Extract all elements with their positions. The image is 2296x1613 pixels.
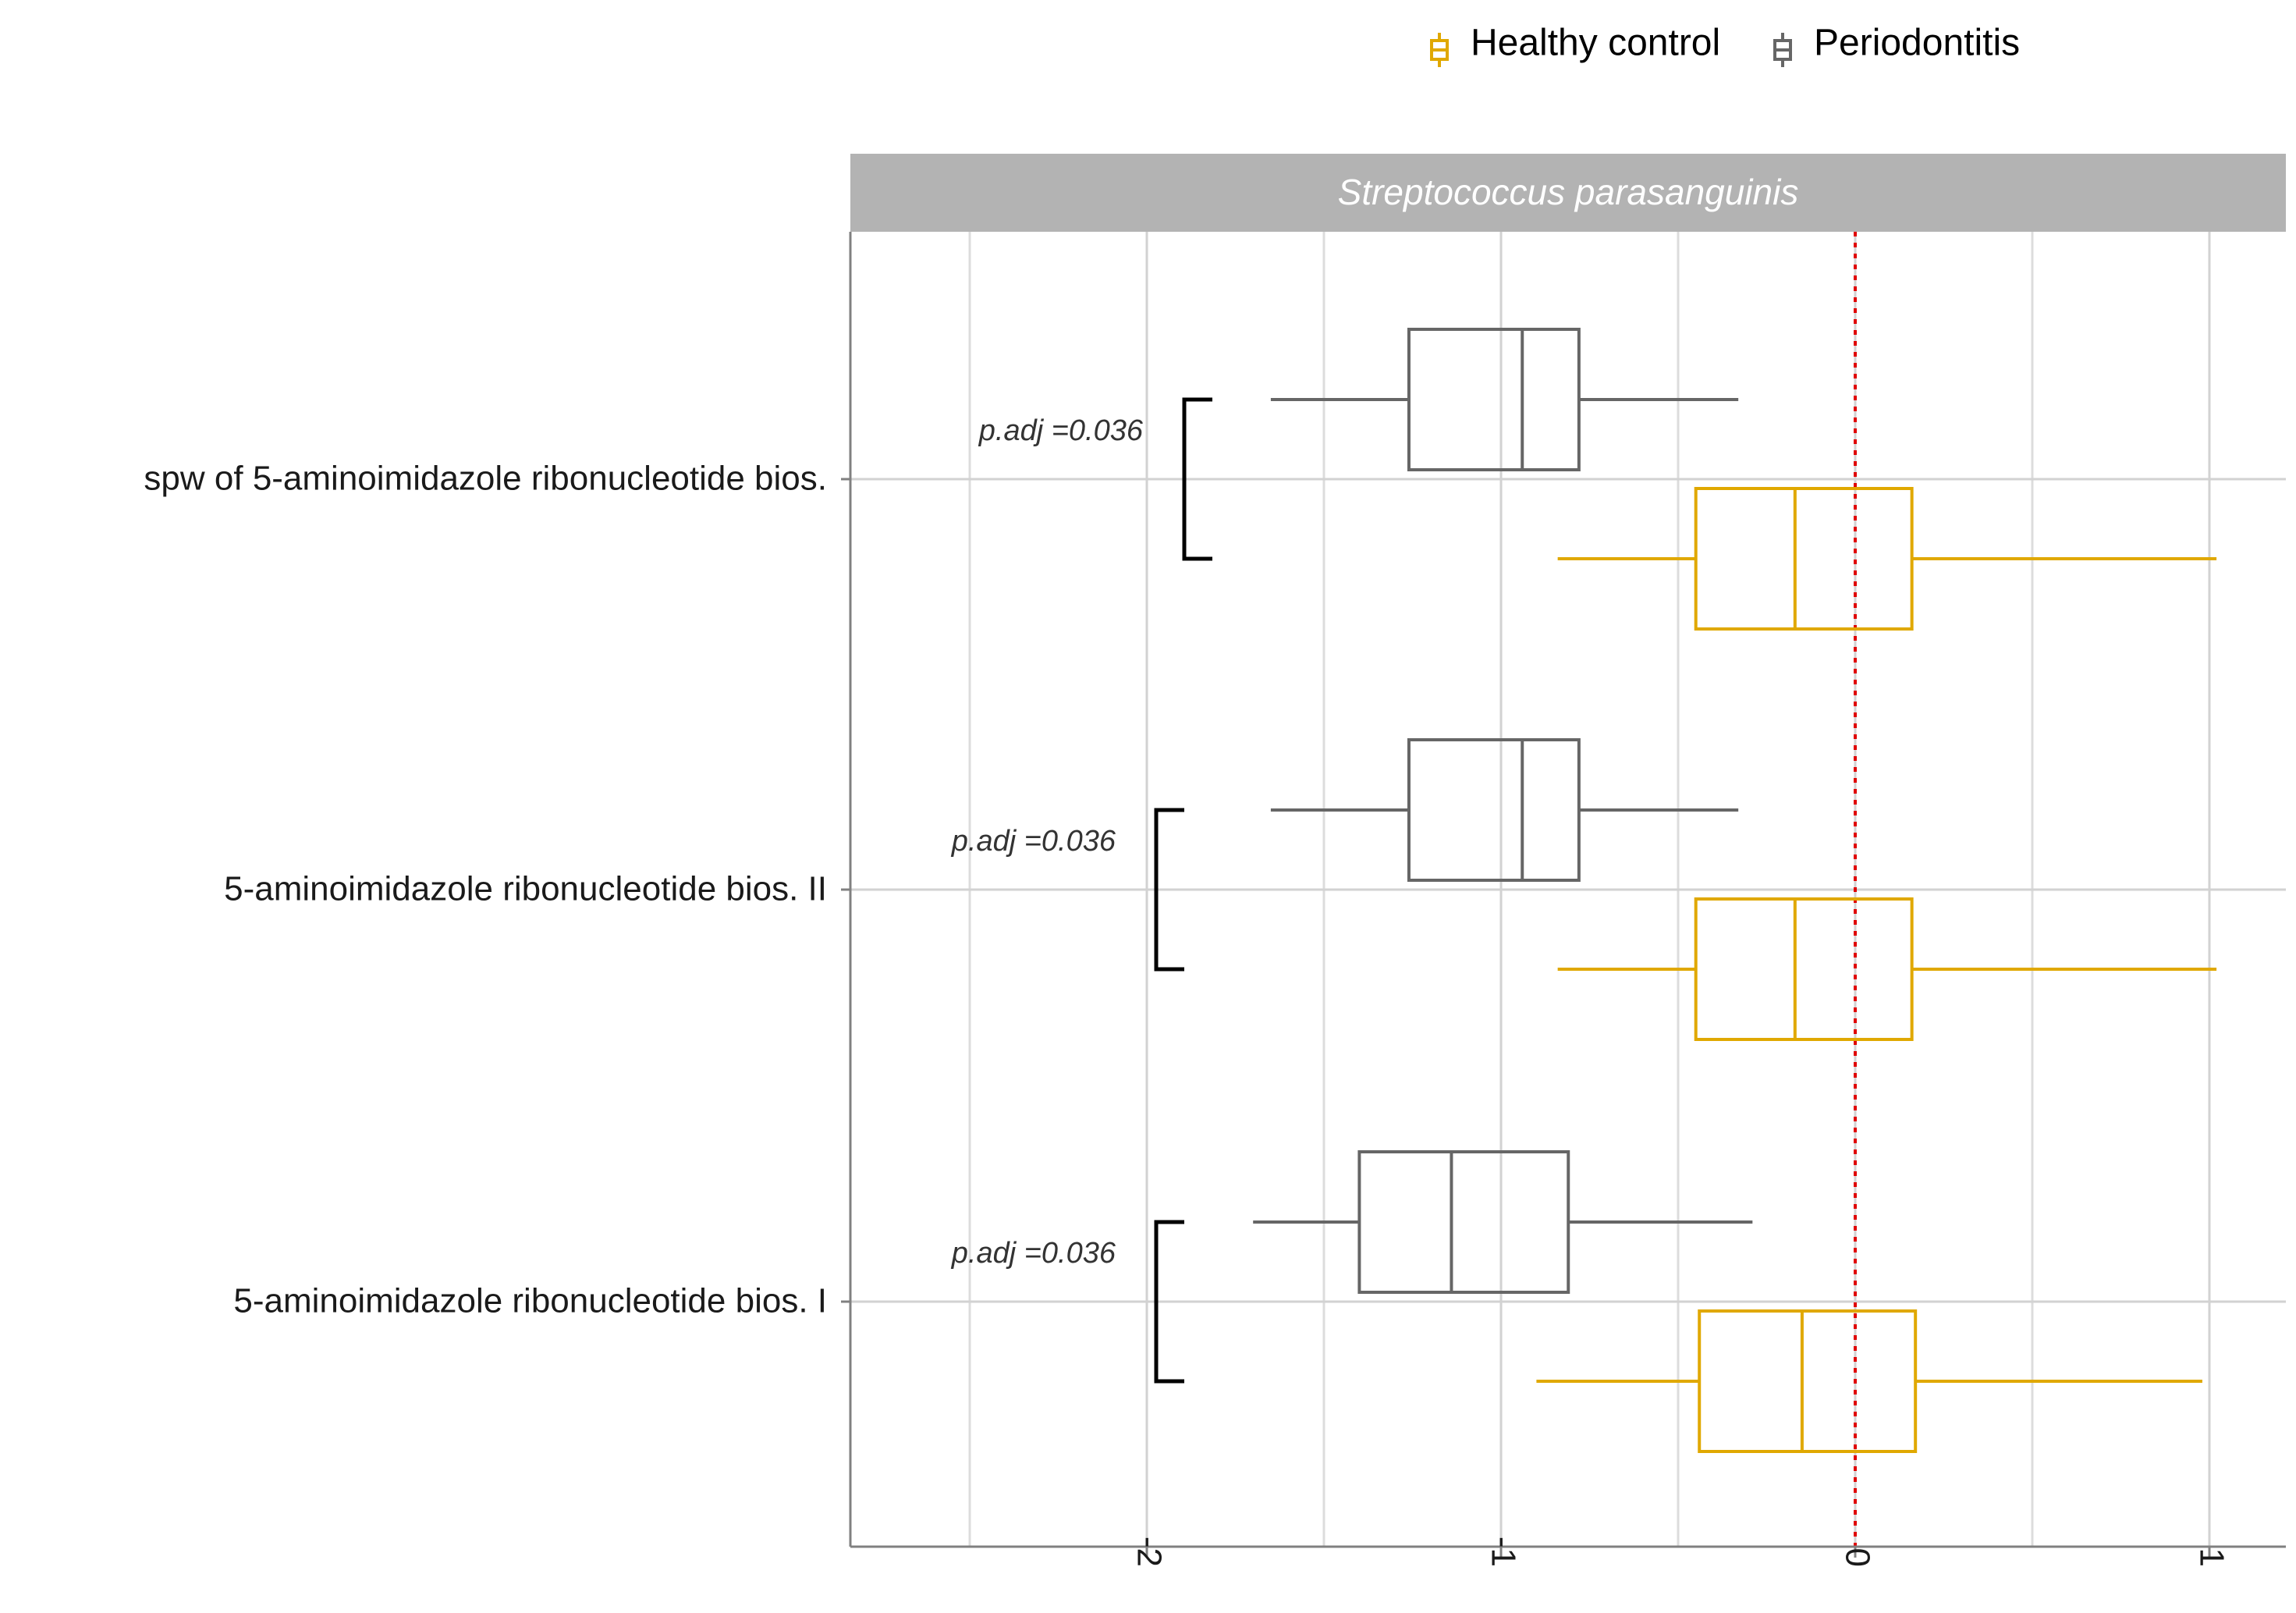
box-series	[1253, 328, 2217, 1453]
healthy-control-box-0	[1557, 487, 2217, 631]
periodontitis-box-1	[1270, 738, 1739, 882]
x-tick-label-1: -1	[1484, 1537, 1522, 1567]
periodontitis-box-0	[1270, 328, 1739, 471]
healthy-control-box-0-box	[1694, 487, 1914, 631]
category-label-1: 5-aminoimidazole ribonucleotide bios. II	[224, 870, 827, 908]
x-tick-label-2: 0	[1838, 1548, 1876, 1567]
healthy-control-box-2	[1536, 1309, 2202, 1453]
periodontitis-box-0-box	[1407, 328, 1581, 471]
significance-bracket-2	[1154, 1220, 1184, 1384]
legend: Healthy control Periodontitis	[1430, 23, 2020, 67]
x-axis-ticks: -2 -1 0 1	[1130, 1537, 2230, 1567]
legend-key-0	[1430, 33, 1449, 67]
healthy-control-box-1	[1557, 897, 2217, 1041]
healthy-control-box-1-box	[1694, 897, 1914, 1041]
significance-brackets: p.adj =0.036 p.adj =0.036 p.adj =0.036	[951, 397, 1212, 1384]
category-label-0: spw of 5-aminoimidazole ribonucleotide b…	[144, 460, 827, 498]
significance-bracket-0	[1182, 397, 1212, 561]
x-tick-label-0: -2	[1130, 1537, 1168, 1567]
significance-bracket-1	[1154, 808, 1184, 972]
periodontitis-box-1-box	[1407, 738, 1581, 882]
legend-label-1: Periodontitis	[1814, 23, 2020, 64]
facet-strip	[850, 154, 2286, 232]
periodontitis-box-2	[1253, 1150, 1753, 1294]
facet-title: Streptococcus parasanguinis	[1338, 172, 1799, 212]
category-label-2: 5-aminoimidazole ribonucleotide bios. I	[233, 1282, 827, 1320]
x-tick-label-3: 1	[2192, 1548, 2230, 1567]
healthy-control-box-2-box	[1698, 1309, 1918, 1453]
legend-key-1	[1773, 33, 1792, 67]
y-axis-labels: spw of 5-aminoimidazole ribonucleotide b…	[144, 460, 850, 1320]
p-value-label-2: p.adj =0.036	[951, 1237, 1116, 1270]
p-value-label-1: p.adj =0.036	[951, 825, 1116, 858]
periodontitis-box-2-box	[1357, 1150, 1570, 1294]
legend-label-0: Healthy control	[1471, 23, 1720, 64]
p-value-label-0: p.adj =0.036	[978, 414, 1144, 447]
